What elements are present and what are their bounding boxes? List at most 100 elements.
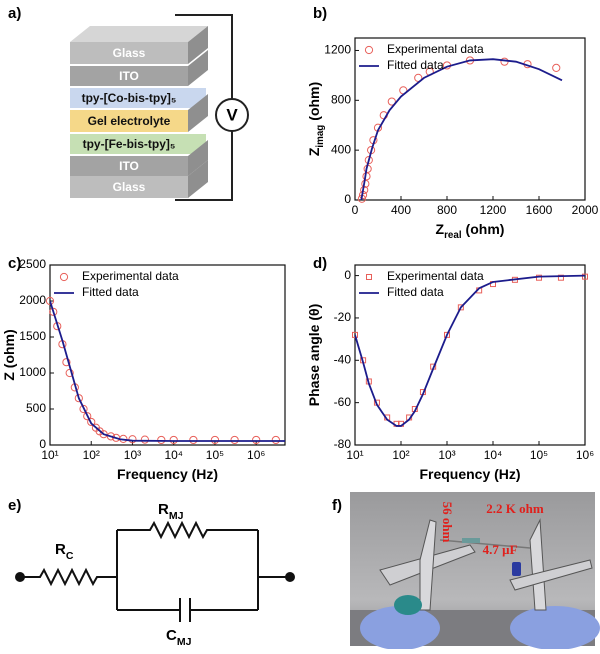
layer [70, 42, 188, 64]
x-axis-label: Zreal (ohm) [436, 221, 505, 241]
x-axis-label-part: Z [436, 221, 445, 237]
point [87, 417, 96, 427]
fit-line [355, 274, 585, 427]
x-tick-label: 0 [352, 203, 359, 217]
x-tick-label: 400 [391, 203, 411, 217]
x-tick-label: 10⁶ [576, 448, 594, 462]
legend-label: Experimental data [387, 269, 484, 283]
point [169, 435, 178, 445]
point [252, 435, 261, 445]
point [457, 304, 464, 311]
x-tick-label: 10² [392, 448, 409, 462]
x-tick-label: 1200 [480, 203, 507, 217]
point [387, 97, 396, 106]
fit-line [50, 300, 285, 442]
x-axis-label-part: Frequency (Hz) [419, 466, 520, 482]
panel-label: f) [332, 497, 342, 514]
resistor-label-part: R [55, 541, 66, 558]
resistor-label: RC [55, 541, 74, 562]
photo [350, 492, 600, 650]
y-axis-label: Phase angle (θ) [306, 304, 322, 406]
panel-label: d) [313, 255, 327, 272]
y-tick-label: 0 [344, 192, 351, 206]
x-tick-label: 10⁵ [206, 448, 224, 462]
y-axis-label-part: Phase angle (θ) [306, 304, 322, 406]
point [79, 404, 88, 414]
x-tick-label: 10⁶ [247, 448, 265, 462]
layer-label: Gel electrolyte [88, 114, 171, 128]
x-axis-label-part: (ohm) [466, 221, 505, 237]
layer [70, 176, 188, 198]
y-axis-label: Z (ohm) [1, 329, 17, 380]
point [157, 435, 166, 445]
resistor-label-part: R [158, 501, 169, 518]
y-tick-label: -40 [334, 352, 352, 366]
y-tick-label: -60 [334, 395, 352, 409]
layer [70, 110, 188, 132]
legend-label: Fitted data [387, 58, 444, 72]
x-tick-label: 1600 [526, 203, 553, 217]
point [552, 63, 561, 73]
y-axis-label-part: Z [306, 147, 322, 156]
panel-label: b) [313, 5, 327, 22]
x-tick-label: 10⁵ [530, 448, 548, 462]
point [210, 435, 220, 445]
legend-swatch [366, 274, 372, 280]
x-axis-label: Frequency (Hz) [419, 466, 520, 482]
point [62, 358, 71, 367]
point [444, 331, 450, 338]
panel-label: a) [8, 5, 21, 22]
fit-line [360, 58, 563, 200]
layer-side [188, 140, 208, 176]
y-tick-label: 1500 [19, 329, 46, 343]
y-tick-label: -80 [334, 437, 352, 451]
layer-label: Glass [113, 46, 146, 60]
point [230, 435, 239, 445]
plot-frame [49, 264, 286, 446]
capacitor-label-part: MJ [177, 636, 192, 648]
plot-frame [354, 264, 586, 446]
point [140, 435, 149, 444]
y-axis-label-part: Z (ohm) [1, 329, 17, 380]
layer-top [70, 26, 208, 42]
layer-label: Glass [113, 180, 146, 194]
x-tick-label: 10¹ [41, 448, 58, 462]
x-tick-label: 10³ [124, 448, 141, 462]
photo-label: 4.7 μF [483, 542, 518, 557]
y-tick-label: 0 [39, 437, 46, 451]
y-tick-label: 800 [331, 92, 351, 106]
legend-label: Experimental data [82, 269, 179, 283]
y-tick-label: 0 [344, 268, 351, 282]
wiring [175, 14, 249, 201]
legend-label: Fitted data [387, 285, 444, 299]
layer-label: tpy-[Co-bis-tpy]₅ [82, 91, 177, 105]
x-tick-label: 10⁴ [164, 448, 183, 462]
layer [70, 134, 206, 154]
y-tick-label: 2500 [19, 257, 46, 271]
layer [70, 66, 188, 86]
point [271, 435, 280, 445]
panel-label: e) [8, 497, 21, 514]
x-tick-label: 10² [83, 448, 100, 462]
layer-label: tpy-[Fe-bis-tpy]₅ [83, 137, 176, 151]
layer-side [188, 50, 208, 86]
point [582, 273, 588, 280]
x-tick-label: 10³ [438, 448, 455, 462]
legend-label: Fitted data [82, 285, 139, 299]
y-tick-label: -20 [334, 310, 352, 324]
point [45, 296, 55, 306]
y-tick-label: 1200 [324, 43, 351, 57]
point [128, 435, 137, 444]
legend-swatch [59, 272, 69, 282]
x-tick-label: 10¹ [346, 448, 363, 462]
capacitor-label: CMJ [166, 627, 192, 648]
resistor-label: RMJ [158, 501, 184, 522]
panel-label: c) [8, 255, 21, 272]
y-tick-label: 500 [26, 401, 46, 415]
point [83, 412, 92, 421]
resistor-label-part: C [66, 550, 74, 562]
y-tick-label: 400 [331, 142, 351, 156]
circuit [15, 520, 295, 622]
layer [70, 156, 188, 176]
